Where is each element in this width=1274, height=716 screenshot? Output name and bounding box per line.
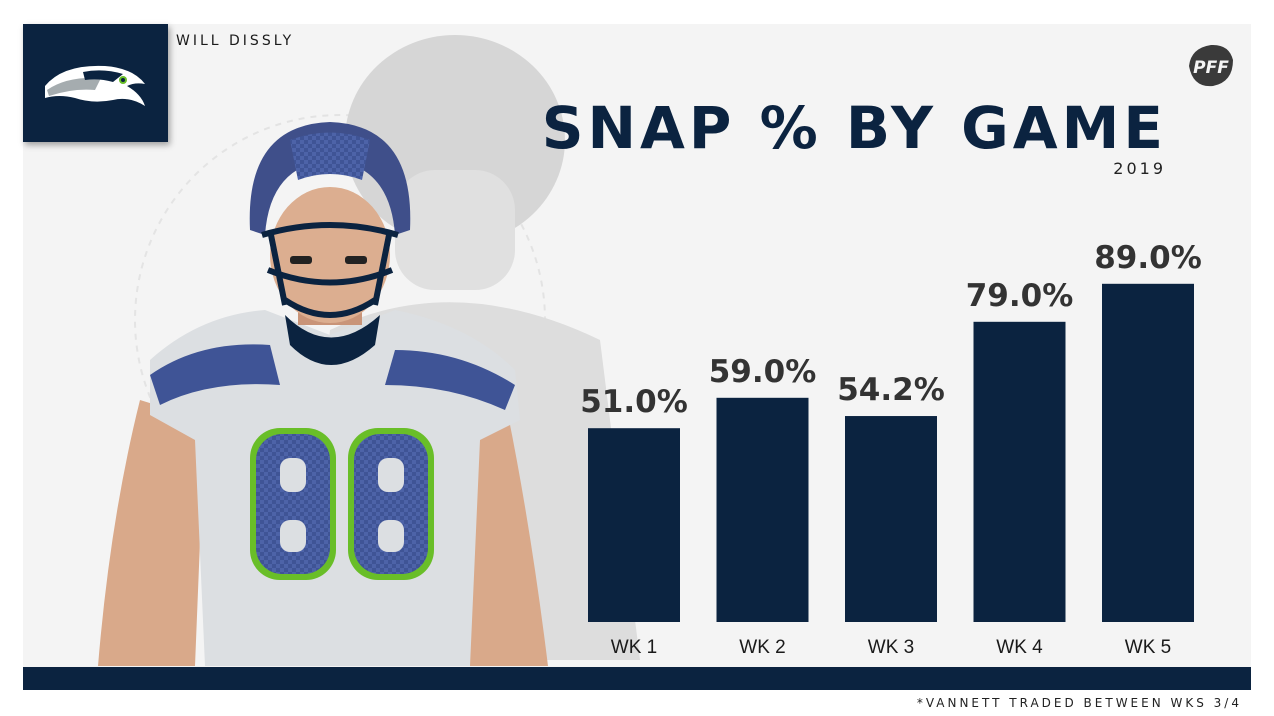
bar-wk-3 xyxy=(845,416,937,622)
footer-bar xyxy=(23,667,1251,690)
bar-value-label: 54.2% xyxy=(837,372,945,408)
bar-wk-4 xyxy=(973,321,1066,622)
bar-wk-1 xyxy=(588,428,680,622)
bar-wk-5 xyxy=(1102,283,1194,622)
bar-value-label: 51.0% xyxy=(580,384,688,420)
chart-subtitle: 2019 xyxy=(1113,159,1166,178)
x-tick-label: WK 4 xyxy=(996,637,1043,658)
bar-value-label: 79.0% xyxy=(966,278,1074,314)
bar-wk-2 xyxy=(716,397,809,622)
svg-text:PFF: PFF xyxy=(1193,58,1229,78)
player-figure xyxy=(98,122,548,666)
bar-value-label: 59.0% xyxy=(709,354,817,390)
chart-title: SNAP % BY GAME xyxy=(541,94,1167,162)
pff-logo-icon: PFF xyxy=(1187,42,1235,93)
x-tick-label: WK 5 xyxy=(1125,637,1171,658)
footnote: *VANNETT TRADED BETWEEN WKS 3/4 xyxy=(916,696,1242,710)
team-logo-box xyxy=(23,24,168,142)
x-tick-label: WK 3 xyxy=(868,637,914,658)
x-tick-label: WK 2 xyxy=(739,637,785,658)
bar-value-label: 89.0% xyxy=(1094,240,1202,276)
x-tick-label: WK 1 xyxy=(611,637,657,658)
player-name: WILL DISSLY xyxy=(176,33,295,49)
seahawks-logo-icon xyxy=(45,65,145,106)
